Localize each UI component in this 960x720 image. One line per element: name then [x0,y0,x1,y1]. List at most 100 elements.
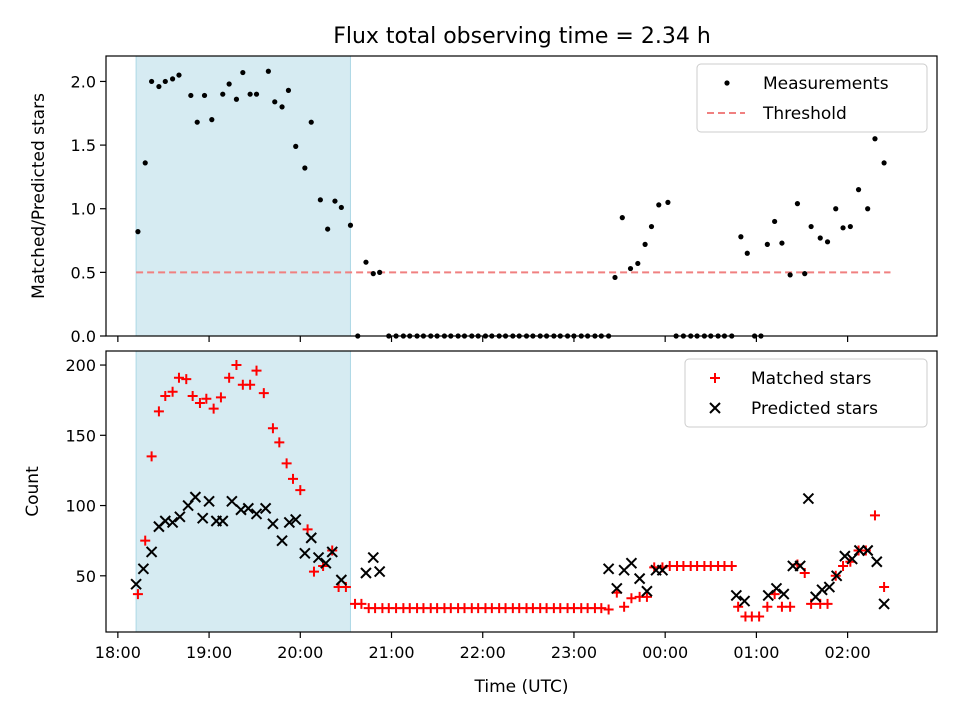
data-point [201,92,208,99]
data-point [242,502,255,515]
y-tick-label: 2.0 [71,72,96,91]
data-point [167,386,178,397]
data-point [149,78,155,85]
data-point [824,239,831,245]
data-point [283,516,296,529]
data-point [373,565,386,578]
data-point [338,204,344,211]
y-tick-label: 0.0 [71,327,96,346]
data-point [865,206,871,212]
data-point [363,259,369,265]
data-point [317,197,323,203]
data-point [778,588,790,600]
data-point [281,458,292,469]
legend-marker-predicted [709,402,721,414]
data-point [217,515,229,527]
y-axis-label: Matched/Predicted stars [29,93,49,299]
legend-marker-matched [710,373,720,383]
data-point [360,567,372,579]
data-point [135,229,141,235]
data-point [794,201,801,207]
data-point [881,160,887,166]
data-point [770,582,783,595]
data-point [838,560,849,571]
data-point [250,508,263,520]
data-point [641,591,652,602]
shaded-region [135,55,351,337]
data-point [220,91,226,97]
data-point [802,271,808,277]
data-point [156,83,162,90]
data-point [878,598,890,610]
data-point [293,143,299,149]
data-point [808,223,814,230]
data-point [267,518,279,530]
data-point [160,390,171,401]
x-tick-label: 02:00 [825,643,871,662]
data-point [302,524,313,535]
data-point [233,96,240,102]
data-point [325,226,331,232]
data-point [822,598,833,609]
data-point [259,502,272,515]
data-point [738,595,751,607]
data-point [656,202,662,208]
data-point [762,601,773,612]
data-point [276,534,288,547]
x-tick-label: 23:00 [551,643,597,662]
x-tick-label: 21:00 [368,643,414,662]
data-point [787,272,793,278]
data-point [189,491,202,503]
data-point [332,198,338,204]
data-point [794,560,806,572]
legend-label: Matched stars [751,369,871,389]
data-point [209,117,215,123]
x-axis-label: Time (UTC) [474,677,569,697]
x-tick-label: 01:00 [733,643,779,662]
data-point [665,199,671,205]
data-point [145,546,158,558]
legend-label: Predicted stars [751,399,878,419]
data-point [166,516,179,529]
data-point [764,241,770,247]
data-point [305,532,317,544]
data-point [240,69,246,76]
data-point [201,393,212,404]
data-point [146,451,157,462]
data-point [635,260,641,267]
panel-top: 0.0 0.5 1.0 1.5 2.0 Matched/Predicted stars Me… [29,55,938,346]
data-point [839,550,851,562]
series-matched-stars [132,360,890,622]
data-point [290,513,302,526]
data-point [226,495,238,508]
data-point [308,119,314,125]
panel-bottom: 50 100 150 200 18:00 19:00 20:00 21:00 22:00 23:0… [23,350,938,697]
data-point [162,78,168,85]
y-tick-label: 50 [76,567,96,586]
data-point [142,160,148,166]
legend: Matched stars Predicted stars [684,358,928,428]
data-point [194,119,200,125]
data-point [861,544,874,557]
data-point [596,603,607,614]
data-point [840,225,846,231]
chart-title: Flux total observing time = 2.34 h [333,24,711,49]
data-point [853,544,866,557]
legend-box [696,63,928,133]
data-point [779,240,785,246]
y-tick-label: 100 [65,497,96,516]
data-point [871,556,883,568]
x-tick-label: 20:00 [277,643,323,662]
data-point [817,235,823,241]
data-point [347,222,354,228]
data-point [738,234,744,240]
data-point [287,473,298,484]
y-axis-label: Count [23,466,43,517]
data-point [847,223,853,230]
data-point [226,81,232,87]
data-point [641,585,653,597]
data-point [823,581,836,593]
data-point [816,584,828,596]
data-point [625,557,638,569]
data-point [285,87,292,93]
